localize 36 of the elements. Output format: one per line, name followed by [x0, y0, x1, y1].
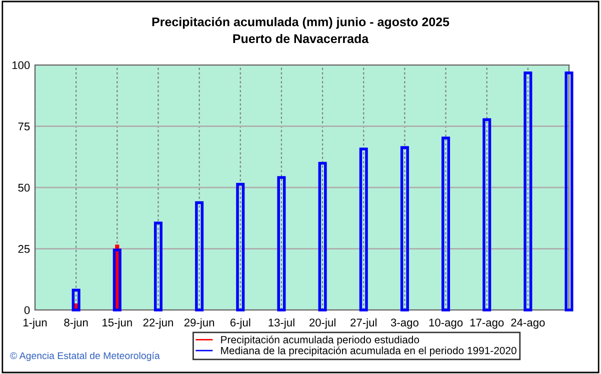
y-tick-label: 25 — [18, 245, 30, 253]
bar — [442, 136, 450, 312]
x-tick-label: 13-jul — [268, 318, 294, 329]
y-tick-label: 0 — [24, 306, 30, 314]
x-tick-label: 15-jun — [102, 318, 132, 329]
x-tick-label: 20-jul — [310, 318, 336, 329]
bar — [72, 288, 80, 312]
y-tick-label: 100 — [12, 61, 30, 70]
bar — [482, 118, 492, 312]
bar — [524, 71, 532, 312]
y-tick-label: 50 — [18, 184, 30, 192]
chart-subtitle: Puerto de Navacerrada — [233, 34, 369, 44]
legend-label: Mediana de la precipitación acumulada en el periodo 1991-2020 — [221, 346, 516, 356]
x-tick-label: 8-jun — [64, 318, 88, 329]
legend-label: Precipitación acumulada periodo estudiado — [221, 336, 420, 346]
x-tick-label: 17-ago — [470, 318, 504, 329]
bar — [236, 182, 245, 312]
bar — [318, 162, 327, 312]
bar — [400, 146, 409, 312]
bar — [277, 176, 286, 312]
x-tick-label: 22-jun — [143, 318, 173, 329]
y-tick-label: 75 — [18, 122, 30, 130]
bar — [359, 148, 368, 312]
x-tick-label: 6-jul — [230, 318, 250, 329]
bar — [112, 248, 122, 312]
x-tick-label: 24-ago — [511, 318, 545, 329]
x-tick-label: 1-jun — [23, 318, 47, 329]
bar — [564, 71, 574, 312]
x-tick-label: 27-jul — [350, 318, 376, 329]
x-tick-label: 29-jun — [184, 318, 214, 329]
bar — [154, 222, 162, 312]
x-tick-label: 10-ago — [429, 318, 463, 329]
bar — [195, 201, 204, 312]
x-tick-label: 3-ago — [390, 318, 418, 329]
chart-title: Precipitación acumulada (mm) junio - agosto 2025 — [152, 17, 450, 29]
text: © Agencia Estatal de Meteorología — [10, 352, 160, 362]
